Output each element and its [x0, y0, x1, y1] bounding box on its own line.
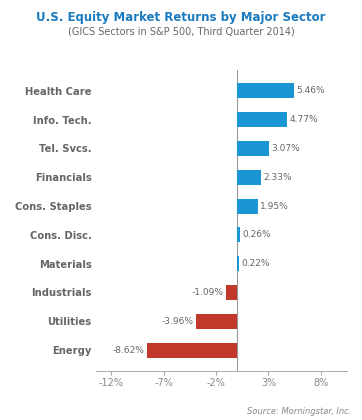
- Text: -8.62%: -8.62%: [113, 346, 145, 354]
- Text: 2.33%: 2.33%: [264, 173, 292, 182]
- Bar: [237, 256, 239, 271]
- Text: 0.26%: 0.26%: [242, 230, 270, 239]
- Text: -1.09%: -1.09%: [191, 288, 224, 297]
- Bar: [237, 170, 261, 185]
- Text: U.S. Equity Market Returns by Major Sector: U.S. Equity Market Returns by Major Sect…: [36, 10, 326, 24]
- Bar: [237, 112, 287, 127]
- Bar: [237, 199, 257, 213]
- Bar: [237, 227, 240, 242]
- Bar: [237, 83, 294, 98]
- Text: -3.96%: -3.96%: [161, 317, 194, 326]
- Text: 3.07%: 3.07%: [272, 144, 300, 153]
- Bar: [226, 285, 237, 300]
- Text: 0.22%: 0.22%: [241, 259, 270, 268]
- Text: 1.95%: 1.95%: [260, 202, 289, 210]
- Bar: [195, 314, 237, 329]
- Bar: [237, 141, 269, 156]
- Text: 4.77%: 4.77%: [289, 115, 318, 124]
- Bar: [147, 343, 237, 357]
- Text: (GICS Sectors in S&P 500, Third Quarter 2014): (GICS Sectors in S&P 500, Third Quarter …: [68, 26, 294, 36]
- Text: 5.46%: 5.46%: [296, 86, 325, 95]
- Text: Source: Morningstar, Inc.: Source: Morningstar, Inc.: [247, 407, 351, 416]
